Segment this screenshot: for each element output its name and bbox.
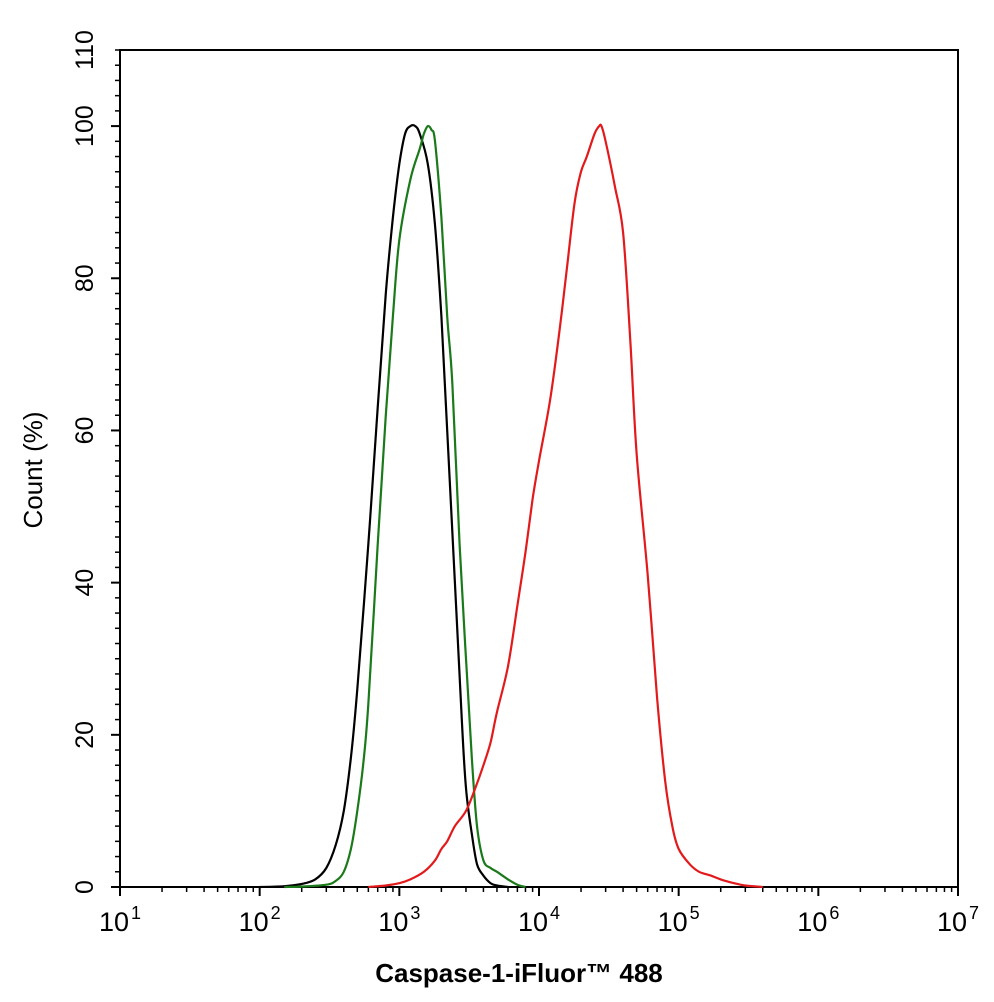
series-layer [259, 123, 763, 889]
series-line [368, 123, 763, 889]
x-axis: 10 1 10 2 10 3 10 4 10 5 10 6 10 7 [99, 887, 979, 937]
plot-frame [119, 49, 959, 888]
series-line [259, 124, 509, 889]
x-tick-label: 10 3 [378, 903, 420, 937]
series-line [284, 124, 526, 889]
y-axis-title: Count (%) [18, 411, 48, 528]
x-tick-label: 10 2 [239, 903, 281, 937]
y-tick-label: 110 [71, 30, 99, 70]
x-axis-title: Caspase-1-iFluor™ 488 [375, 958, 663, 988]
x-tick-label: 10 7 [937, 903, 979, 937]
y-tick-label: 100 [71, 105, 99, 147]
y-tick-label: 0 [71, 880, 99, 894]
y-tick-label: 80 [71, 264, 99, 292]
y-axis: 0 20 40 60 80 100 110 [71, 30, 120, 894]
x-tick-label: 10 5 [658, 903, 700, 937]
x-tick-label: 10 1 [99, 903, 141, 937]
y-tick-label: 40 [71, 569, 99, 597]
x-tick-label: 10 4 [518, 903, 560, 937]
y-tick-label: 60 [71, 417, 99, 445]
x-tick-label: 10 6 [797, 903, 839, 937]
y-tick-label: 20 [71, 721, 99, 749]
